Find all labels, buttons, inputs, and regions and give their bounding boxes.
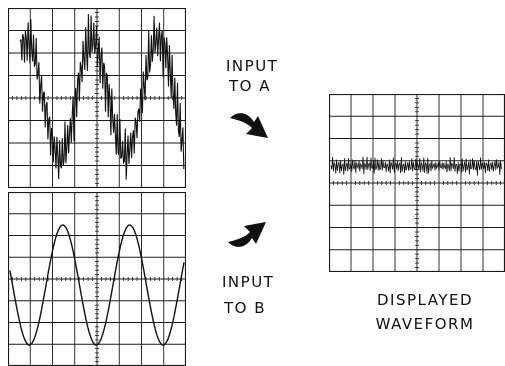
sine-input-trace [9,224,185,346]
displayed-label-line2: WAVEFORM [375,315,475,333]
displayed-waveform-label: DISPLAYED WAVEFORM [369,290,481,334]
input-a-label-line2: TO A [229,77,271,95]
curved-arrow-up-right-icon [228,222,266,247]
scope-input-a [8,8,186,188]
input-a-label-line1: INPUT [226,57,279,75]
input-a-label: INPUT TO A [226,56,278,96]
scope-displayed-waveform [329,94,505,272]
scope-input-b [8,192,186,366]
noisy-input-trace [19,14,185,180]
input-b-label-line1: INPUT [222,273,275,291]
input-b-label: INPUT TO B [222,272,274,318]
curved-arrow-down-right-icon [230,113,268,138]
displayed-noise-trace [330,156,503,176]
input-b-label-line2: TO B [224,299,267,317]
displayed-label-line1: DISPLAYED [376,291,474,309]
graticule [329,94,505,272]
